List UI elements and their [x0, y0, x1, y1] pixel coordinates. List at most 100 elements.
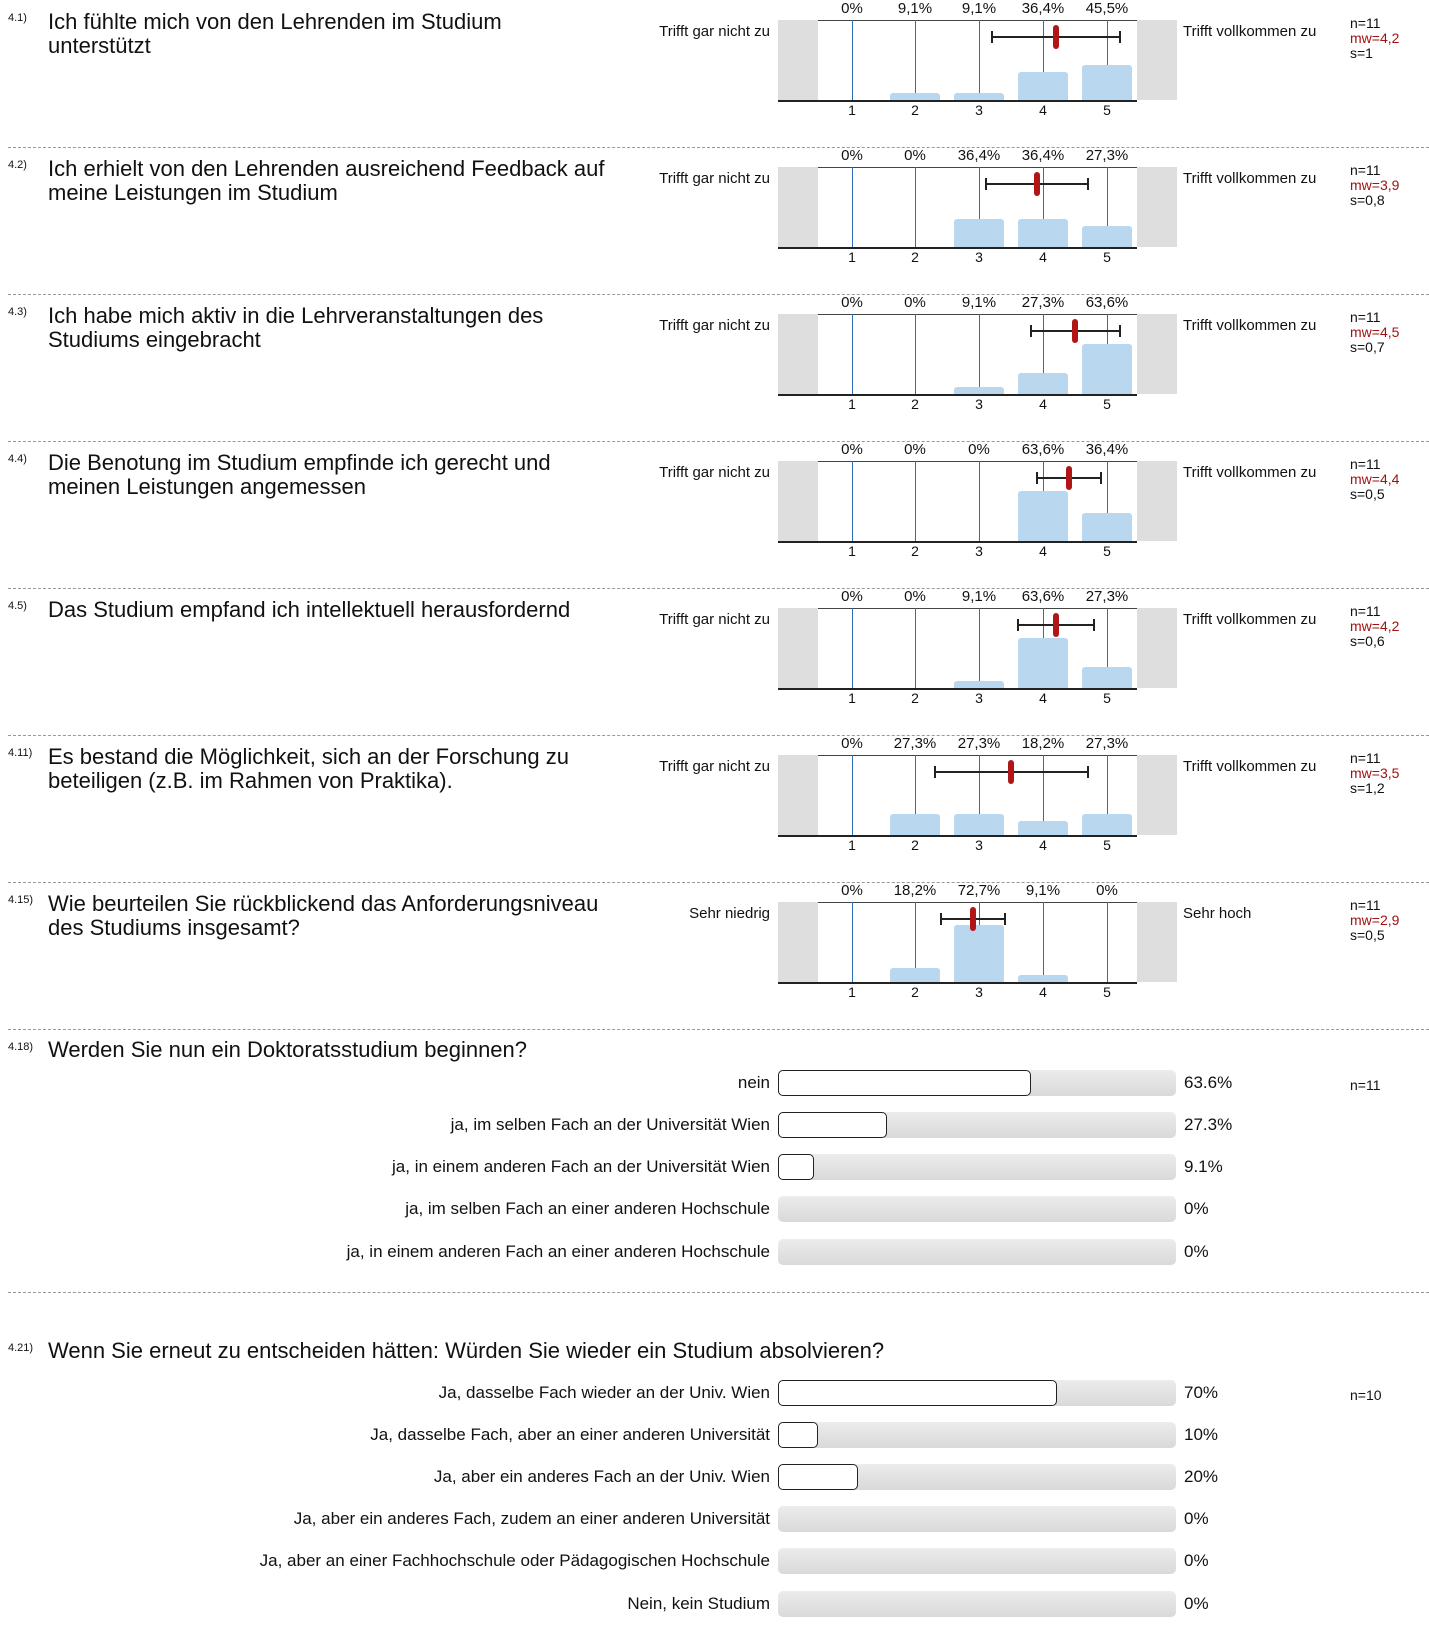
- response-bar-fill: [778, 1464, 858, 1490]
- category-gridline: [852, 461, 853, 541]
- bar-percent-label: 0%: [968, 441, 990, 458]
- x-axis-line: [778, 394, 1137, 396]
- option-percent: 20%: [1184, 1467, 1219, 1486]
- bar-percent-label: 0%: [904, 147, 926, 164]
- scale-frame-right: [1137, 755, 1177, 835]
- category-gridline: [979, 608, 980, 688]
- response-bar-track: [778, 1422, 1176, 1448]
- bar-percent-label: 9,1%: [961, 294, 997, 311]
- std-dev-cap-right: [1099, 472, 1102, 484]
- x-tick-label: 5: [1103, 690, 1111, 706]
- bar-percent-label: 27,3%: [1085, 588, 1129, 605]
- x-tick-label: 1: [848, 102, 856, 118]
- x-axis-line: [778, 982, 1137, 984]
- scale-left-label: Trifft gar nicht zu: [659, 23, 770, 40]
- stat-n: n=10: [1350, 1387, 1382, 1403]
- x-tick-label: 2: [911, 690, 919, 706]
- stat-mean: mw=4,2: [1350, 30, 1400, 46]
- x-tick-label: 2: [911, 837, 919, 853]
- bar-percent-label: 36,4%: [957, 147, 1001, 164]
- bar-percent-label: 0%: [841, 735, 863, 752]
- question-number: 4.2): [8, 159, 27, 171]
- category-gridline: [1043, 314, 1044, 394]
- scale-frame-left: [778, 167, 818, 247]
- response-bar-fill: [778, 1422, 818, 1448]
- bar-percent-label: 27,3%: [1021, 294, 1065, 311]
- x-axis-line: [778, 247, 1137, 249]
- scale-frame-right: [1137, 314, 1177, 394]
- x-tick-label: 3: [975, 690, 983, 706]
- category-gridline: [1107, 755, 1108, 835]
- response-bar-fill: [778, 1112, 887, 1138]
- x-tick-label: 5: [1103, 249, 1111, 265]
- category-gridline: [852, 314, 853, 394]
- bar-3: [954, 218, 1004, 247]
- bar-percent-label: 63,6%: [1021, 441, 1065, 458]
- category-gridline: [915, 20, 916, 100]
- scale-left-label: Trifft gar nicht zu: [659, 317, 770, 334]
- x-tick-label: 3: [975, 396, 983, 412]
- scale-left-label: Trifft gar nicht zu: [659, 758, 770, 775]
- std-dev-cap-left: [984, 178, 987, 190]
- stat-n: n=11: [1350, 603, 1381, 619]
- stat-n: n=11: [1350, 162, 1381, 178]
- section-separator: [8, 147, 1429, 148]
- std-dev-cap-left: [940, 913, 943, 925]
- bar-5: [1082, 813, 1132, 835]
- response-bar-track: [778, 1506, 1176, 1532]
- question-text: Ich habe mich aktiv in die Lehrveranstal…: [48, 303, 544, 352]
- scale-right-label: Trifft vollkommen zu: [1183, 464, 1317, 481]
- bar-3: [954, 386, 1004, 394]
- option-percent: 27.3%: [1184, 1115, 1233, 1134]
- bar-percent-label: 27,3%: [1085, 735, 1129, 752]
- option-label: Ja, aber an einer Fachhochschule oder Pä…: [259, 1551, 770, 1570]
- category-gridline: [1043, 20, 1044, 100]
- std-dev-cap-right: [1004, 913, 1006, 925]
- category-gridline: [1107, 20, 1108, 100]
- category-gridline: [979, 167, 980, 247]
- plot-top-line: [818, 314, 1137, 315]
- plot-top-line: [818, 755, 1137, 756]
- bar-percent-label: 0%: [841, 441, 863, 458]
- bar-4: [1018, 974, 1068, 982]
- x-tick-label: 4: [1039, 984, 1047, 1000]
- std-dev-cap-right: [1086, 178, 1089, 190]
- bar-3: [954, 680, 1004, 688]
- bar-4: [1018, 218, 1068, 247]
- scale-frame-left: [778, 461, 818, 541]
- scale-left-label: Trifft gar nicht zu: [659, 170, 770, 187]
- x-tick-label: 2: [911, 984, 919, 1000]
- response-bar-track: [778, 1196, 1176, 1222]
- bar-2: [890, 92, 940, 100]
- bar-percent-label: 36,4%: [1085, 441, 1129, 458]
- category-gridline: [915, 314, 916, 394]
- option-label: Ja, dasselbe Fach wieder an der Univ. Wi…: [438, 1383, 770, 1402]
- x-tick-label: 3: [975, 249, 983, 265]
- mean-marker: [1008, 760, 1015, 784]
- scale-right-label: Trifft vollkommen zu: [1183, 170, 1317, 187]
- bar-percent-label: 27,3%: [893, 735, 937, 752]
- category-gridline: [915, 608, 916, 688]
- bar-percent-label: 0%: [841, 588, 863, 605]
- scale-left-label: Trifft gar nicht zu: [659, 611, 770, 628]
- x-tick-label: 1: [848, 249, 856, 265]
- stat-mean: mw=4,2: [1350, 618, 1400, 634]
- bar-percent-label: 9,1%: [961, 588, 997, 605]
- question-number: 4.21): [8, 1342, 34, 1354]
- bar-percent-label: 9,1%: [961, 0, 997, 17]
- section-separator: [8, 1292, 1429, 1293]
- category-gridline: [1107, 608, 1108, 688]
- scale-frame-right: [1137, 902, 1177, 982]
- bar-3: [954, 92, 1004, 100]
- std-dev-cap-right: [1086, 766, 1089, 778]
- question-text: Die Benotung im Studium empfinde ich ger…: [48, 450, 551, 499]
- x-tick-label: 2: [911, 396, 919, 412]
- bar-percent-label: 9,1%: [897, 0, 933, 17]
- category-gridline: [1043, 167, 1044, 247]
- category-gridline: [852, 167, 853, 247]
- std-dev-cap-right: [1118, 325, 1121, 337]
- scale-right-label: Trifft vollkommen zu: [1183, 758, 1317, 775]
- bar-2: [890, 813, 940, 835]
- category-gridline: [1107, 461, 1108, 541]
- question-number: 4.5): [8, 600, 27, 612]
